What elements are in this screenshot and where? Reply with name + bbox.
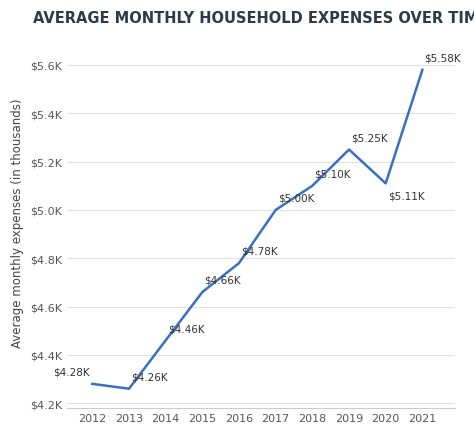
- Text: $4.78K: $4.78K: [241, 246, 278, 256]
- Text: $5.25K: $5.25K: [351, 133, 388, 143]
- Text: $5.10K: $5.10K: [315, 169, 351, 179]
- Text: $4.28K: $4.28K: [53, 367, 90, 377]
- Title: AVERAGE MONTHLY HOUSEHOLD EXPENSES OVER TIME: AVERAGE MONTHLY HOUSEHOLD EXPENSES OVER …: [33, 11, 474, 26]
- Text: $4.66K: $4.66K: [205, 275, 241, 285]
- Text: $5.58K: $5.58K: [425, 53, 461, 63]
- Text: $4.26K: $4.26K: [131, 372, 167, 381]
- Text: $5.00K: $5.00K: [278, 193, 314, 203]
- Text: $5.11K: $5.11K: [388, 191, 425, 201]
- Text: $4.46K: $4.46K: [168, 323, 204, 333]
- Y-axis label: Average monthly expenses (in thousands): Average monthly expenses (in thousands): [11, 98, 24, 347]
